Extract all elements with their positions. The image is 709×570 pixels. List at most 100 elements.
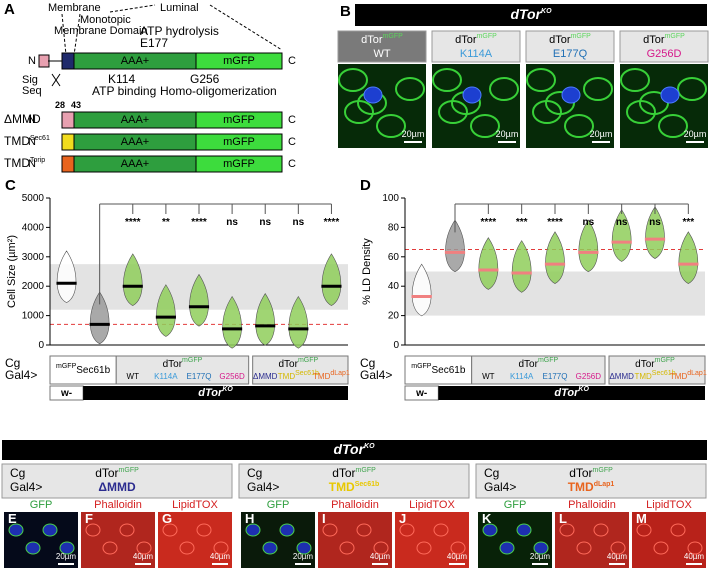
text-part: Cg xyxy=(484,466,499,480)
label: Cg xyxy=(5,356,20,370)
genotype-variant: G256D xyxy=(576,372,602,381)
y-tick-label: 2000 xyxy=(22,281,45,292)
scale-label: 20µm xyxy=(293,552,314,561)
cell-outline xyxy=(626,100,656,124)
cell-outline xyxy=(583,77,613,101)
text-part: dTor xyxy=(198,387,223,399)
genotype: dTormGFP xyxy=(361,33,403,46)
cell-outline xyxy=(162,523,178,537)
micrograph xyxy=(478,512,552,568)
text-part: G256 xyxy=(190,72,220,86)
violin xyxy=(478,237,499,290)
genotype: dTormGFP xyxy=(332,466,376,480)
text-part: N xyxy=(28,136,36,148)
genotype-box xyxy=(431,30,521,63)
text-part: ATP binding xyxy=(92,84,156,98)
y-tick-label: 100 xyxy=(382,193,399,204)
genotype-variant: WT xyxy=(127,372,140,381)
text-part: 20µm xyxy=(684,129,707,139)
text-part: A xyxy=(4,1,15,18)
scale-label: 20µm xyxy=(530,552,551,561)
text-part: 20µm xyxy=(496,129,519,139)
label: 43 xyxy=(71,100,81,110)
cell-outline xyxy=(416,541,432,555)
text-part: 40µm xyxy=(684,552,705,561)
scale-label: 40µm xyxy=(684,552,705,561)
text-part: AAA+ xyxy=(121,55,149,67)
violin xyxy=(645,206,665,259)
cell-outline xyxy=(432,68,462,92)
text-part: TMD xyxy=(313,372,331,381)
nucleus xyxy=(561,86,581,104)
cell-outline xyxy=(373,541,389,555)
text-part: 40µm xyxy=(607,552,628,561)
significance: ns xyxy=(616,217,628,228)
text-part: TMD xyxy=(670,372,688,381)
cell-outline xyxy=(102,541,118,555)
violin xyxy=(222,295,242,349)
text-part: ns xyxy=(292,217,304,228)
text-part: C xyxy=(288,136,296,148)
text-part: mGFP xyxy=(356,467,377,474)
panel-letter: L xyxy=(559,511,567,526)
y-tick-label: 40 xyxy=(388,281,400,292)
panel-letter: A xyxy=(4,1,15,18)
label: Gal4> xyxy=(247,480,279,494)
text-part: w- xyxy=(415,388,427,399)
signal-sequence xyxy=(38,54,50,68)
text-part: **** xyxy=(125,217,141,228)
genotype-variant: E177Q xyxy=(543,372,568,381)
text-part: WT xyxy=(127,372,140,381)
domain-label: AAA+ xyxy=(121,55,149,67)
text-part: 40µm xyxy=(210,552,231,561)
label: Sig xyxy=(22,74,38,86)
cell-outline xyxy=(559,523,575,537)
genotype: dTormGFP xyxy=(163,357,203,369)
genotype-variant: TMDdLap1 xyxy=(670,370,707,381)
cell-outline xyxy=(470,114,500,138)
text-part: *** xyxy=(682,217,694,228)
membrane-domain xyxy=(61,155,75,173)
nucleus xyxy=(279,523,295,537)
text-part: ns xyxy=(582,217,594,228)
text-part: Phalloidin xyxy=(331,499,379,511)
label: 28 xyxy=(55,100,65,110)
scale-label: 40µm xyxy=(607,552,628,561)
text-part: G256D xyxy=(647,48,682,60)
text-part: Sig xyxy=(22,74,38,86)
label: Homo-oligomerization xyxy=(160,84,277,98)
text-part: G256D xyxy=(576,372,602,381)
stain-label: GFP xyxy=(30,499,53,511)
label: Gal4> xyxy=(360,368,392,382)
violin xyxy=(545,231,565,284)
genotype: mGFPSec61b xyxy=(411,363,466,375)
text-part: mGFP xyxy=(298,357,319,364)
text-part: 20µm xyxy=(402,129,425,139)
text-part: TMD xyxy=(329,480,355,494)
text-part: mGFP xyxy=(665,33,686,40)
text-part: ns xyxy=(649,217,661,228)
micrograph xyxy=(4,512,78,568)
domain-label: mGFP xyxy=(223,114,255,126)
cell-outline xyxy=(395,77,425,101)
text-part: E177Q xyxy=(553,48,588,60)
nucleus xyxy=(59,541,75,555)
text-part: TMD xyxy=(634,372,652,381)
text-part: dTor xyxy=(455,34,477,46)
text-part: AAA+ xyxy=(121,114,149,126)
table-cell xyxy=(471,355,606,385)
significance: ns xyxy=(649,217,661,228)
label: Membrane xyxy=(48,2,101,14)
dashed-line xyxy=(109,4,156,13)
cell-outline xyxy=(179,541,195,555)
text-part: dTor xyxy=(569,466,592,480)
nucleus xyxy=(8,523,24,537)
stain-label: GFP xyxy=(504,499,527,511)
stain-label: GFP xyxy=(267,499,290,511)
micrograph xyxy=(241,512,315,568)
genotype: dTormGFP xyxy=(95,466,139,480)
text-part: ΔMMD xyxy=(609,372,634,381)
text-part: ATP hydrolysis xyxy=(140,24,219,38)
text-part: 28 xyxy=(55,100,65,110)
c-terminus: C xyxy=(288,55,296,67)
